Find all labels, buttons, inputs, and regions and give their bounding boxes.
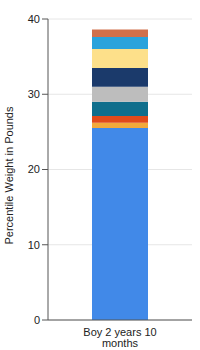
- svg-text:Boy 2 years 10months: Boy 2 years 10months: [83, 326, 156, 349]
- svg-text:40: 40: [28, 13, 40, 25]
- svg-text:30: 30: [28, 88, 40, 100]
- svg-text:20: 20: [28, 163, 40, 175]
- svg-text:10: 10: [28, 239, 40, 251]
- svg-text:0: 0: [34, 314, 40, 326]
- svg-text:Percentile Weight in Pounds: Percentile Weight in Pounds: [8, 106, 15, 244]
